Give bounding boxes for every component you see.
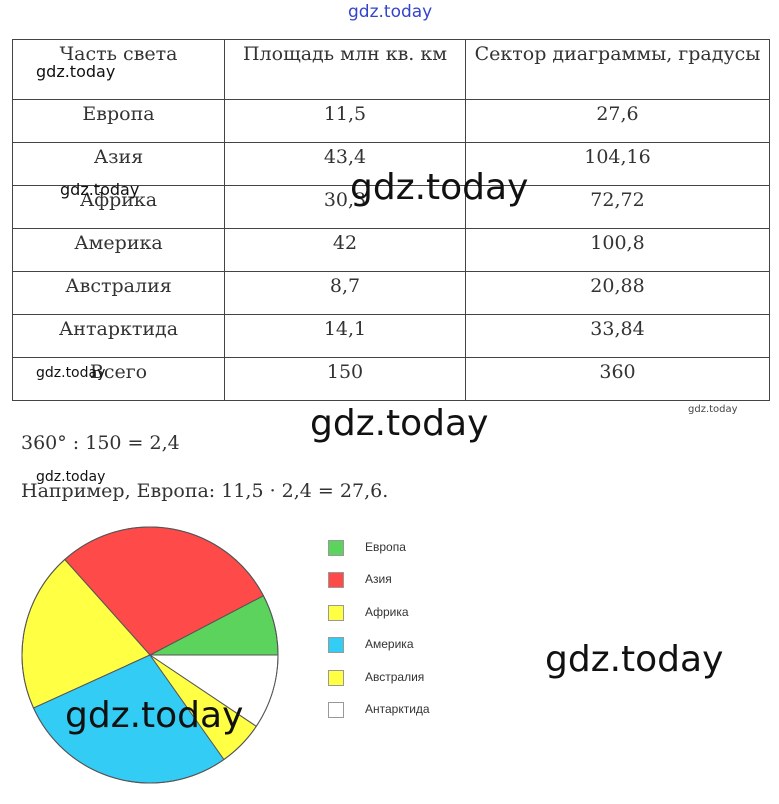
pie-chart [21,526,279,784]
table-cell: Австралия [12,271,225,315]
chart-legend: Европа Азия Африка Америка Австралия Антаркти… [328,538,430,732]
table-cell: Африка [12,185,225,229]
table-header-cell: Часть света [12,39,225,100]
watermark: gdz.today [310,403,489,444]
table-cell: 20,88 [465,271,770,315]
legend-item: Америка [328,635,430,667]
table-cell: Всего [12,357,225,401]
table-cell: Азия [12,142,225,186]
table-row: Всего 150 360 [12,357,770,401]
table-cell: 11,5 [224,99,466,143]
watermark: gdz.today [688,404,738,415]
table-row: Антарктида 14,1 33,84 [12,314,770,358]
table-cell: 100,8 [465,228,770,272]
table-cell: 360 [465,357,770,401]
table-cell: 27,6 [465,99,770,143]
legend-item: Австралия [328,668,430,700]
legend-label: Азия [365,572,392,587]
calculation-ratio: 360° : 150 = 2,4 [21,432,180,454]
table-header-row: Часть света Площадь млн кв. км Сектор ди… [12,39,770,100]
legend-swatch [328,637,344,654]
table-cell: 150 [224,357,466,401]
areas-table: Часть света Площадь млн кв. км Сектор ди… [12,39,770,401]
table-cell: Америка [12,228,225,272]
legend-swatch [328,572,344,589]
table-cell: Антарктида [12,314,225,358]
table-cell: 42 [224,228,466,272]
table-row: Европа 11,5 27,6 [12,99,770,143]
table-row: Америка 42 100,8 [12,228,770,272]
table-row: Азия 43,4 104,16 [12,142,770,186]
table-cell: 43,4 [224,142,466,186]
table-row: Австралия 8,7 20,88 [12,271,770,315]
legend-label: Австралия [365,669,425,684]
table-cell: 33,84 [465,314,770,358]
watermark-top: gdz.today [348,2,433,22]
table-header-cell: Сектор диаграммы, градусы [465,39,770,100]
legend-label: Африка [365,604,409,619]
calculation-example: Например, Европа: 11,5 · 2,4 = 27,6. [21,480,389,502]
table-cell: 8,7 [224,271,466,315]
legend-label: Европа [365,540,406,554]
pie-outline [21,526,279,784]
table-cell: Европа [12,99,225,143]
legend-label: Америка [365,637,414,652]
table-cell: 14,1 [224,314,466,358]
legend-swatch [328,701,344,718]
table-row: Африка 30,3 72,72 [12,185,770,229]
watermark: gdz.today [545,639,724,680]
table-cell: 104,16 [465,142,770,186]
legend-item: Африка [328,603,430,635]
legend-item: Европа [328,538,430,570]
table-cell: 72,72 [465,185,770,229]
table-header-cell: Площадь млн кв. км [224,39,466,100]
legend-swatch [328,669,344,686]
legend-item: Антарктида [328,700,430,732]
legend-label: Антарктида [365,701,430,716]
legend-swatch [328,604,344,621]
table-cell: 30,3 [224,185,466,229]
legend-swatch [328,540,344,556]
legend-item: Азия [328,570,430,602]
